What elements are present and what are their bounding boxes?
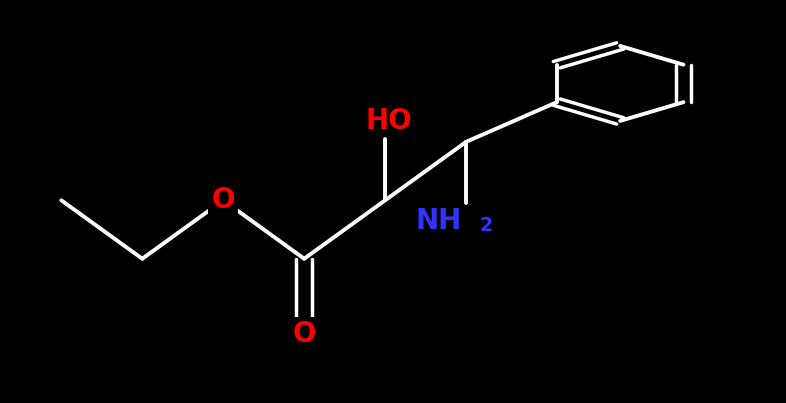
Text: HO: HO bbox=[365, 107, 413, 135]
Text: 2: 2 bbox=[479, 216, 492, 235]
Text: NH: NH bbox=[416, 207, 462, 235]
Text: O: O bbox=[292, 320, 316, 348]
Text: O: O bbox=[211, 186, 235, 214]
